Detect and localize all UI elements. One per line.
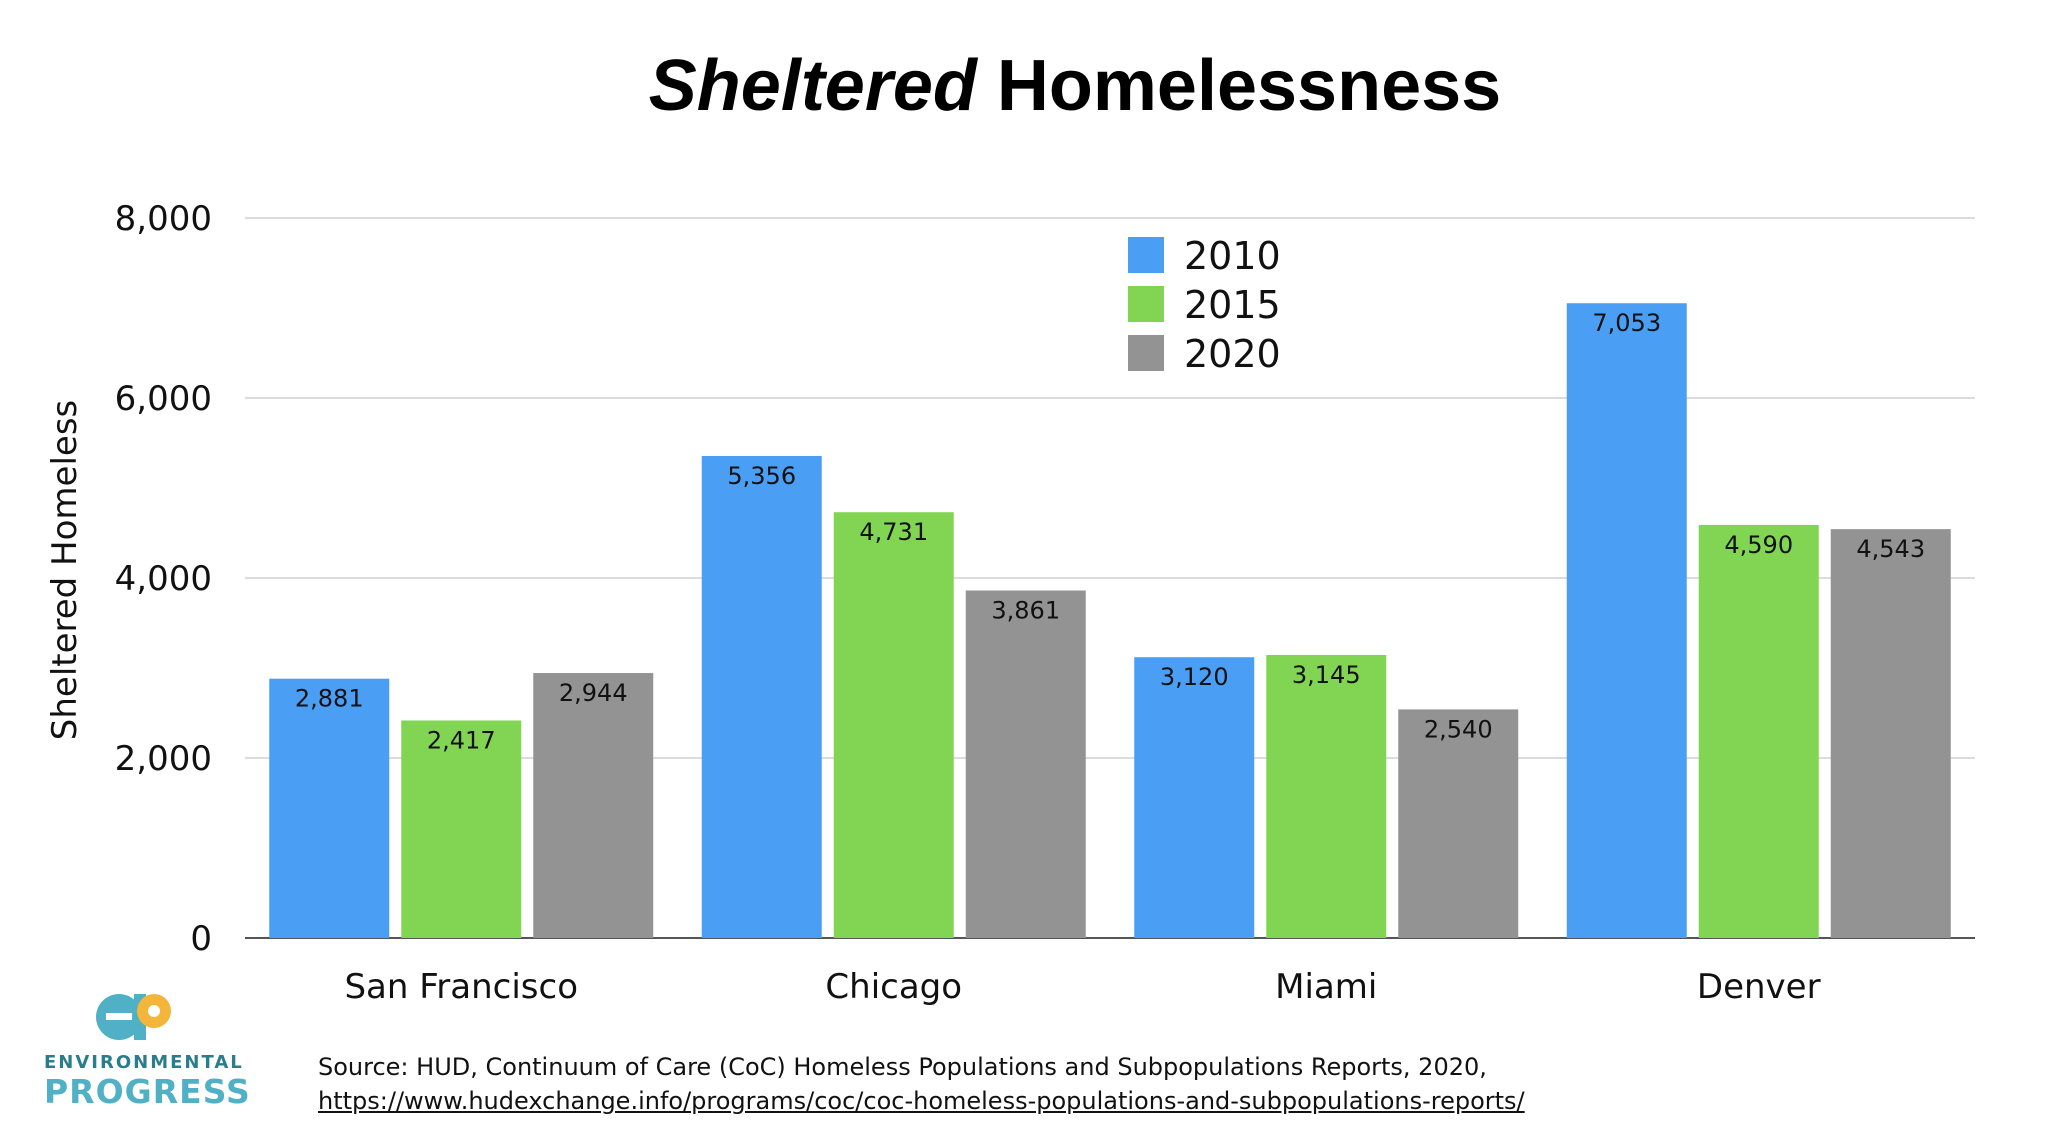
data-label: 2,417 — [427, 726, 496, 754]
data-label: 2,540 — [1424, 715, 1493, 743]
bar-2020-miami — [1398, 709, 1519, 938]
data-label: 4,590 — [1724, 531, 1793, 559]
legend-swatch — [1128, 237, 1164, 273]
y-axis-ticks: 0 2,000 4,000 6,000 8,000 — [115, 199, 212, 959]
data-label: 7,053 — [1592, 309, 1661, 337]
bar-2010-denver — [1566, 303, 1687, 939]
chart-title: Sheltered Homelessness — [649, 46, 1501, 126]
legend-entry: 2015 — [1184, 283, 1281, 327]
environmental-progress-logo: ENVIRONMENTAL PROGRESS — [44, 992, 251, 1112]
y-tick-label: 4,000 — [115, 559, 212, 599]
ep-logo-icon — [96, 994, 171, 1040]
bar-2015-chicago — [833, 512, 954, 938]
data-label: 3,120 — [1160, 663, 1229, 691]
x-category-label: Chicago — [825, 967, 962, 1007]
legend-entry: 2010 — [1184, 234, 1281, 278]
legend: 2010 2015 2020 — [1128, 234, 1281, 376]
chart-title-italic: Sheltered — [649, 46, 979, 126]
y-tick-label: 8,000 — [115, 199, 212, 239]
logo-text-progress: PROGRESS — [44, 1072, 251, 1111]
x-category-label: Denver — [1697, 967, 1821, 1007]
legend-swatch — [1128, 286, 1164, 322]
bar-2020-denver — [1830, 529, 1951, 938]
bar-2010-san-francisco — [269, 678, 390, 938]
bar-2010-miami — [1134, 657, 1255, 938]
source-note: Source: HUD, Continuum of Care (CoC) Hom… — [318, 1050, 1998, 1118]
y-tick-label: 6,000 — [115, 379, 212, 419]
y-axis-label: Sheltered Homeless — [45, 400, 85, 740]
bar-2015-denver — [1698, 524, 1819, 938]
source-text: Source: HUD, Continuum of Care (CoC) Hom… — [318, 1053, 1487, 1081]
source-link[interactable]: https://www.hudexchange.info/programs/co… — [318, 1087, 1525, 1115]
y-tick-label: 0 — [190, 919, 212, 959]
data-labels: 2,881 2,417 2,944 5,356 4,731 3,861 3,120 3,145… — [295, 309, 1925, 754]
x-category-label: Miami — [1275, 967, 1377, 1007]
data-label: 4,543 — [1856, 535, 1925, 563]
data-label: 2,944 — [559, 679, 628, 707]
y-tick-label: 2,000 — [115, 739, 212, 779]
data-label: 2,881 — [295, 685, 364, 713]
logo-text-environmental: ENVIRONMENTAL — [44, 1052, 244, 1073]
data-label: 3,145 — [1292, 661, 1361, 689]
x-category-label: San Francisco — [344, 967, 578, 1007]
bar-2020-san-francisco — [533, 673, 654, 938]
bar-2015-miami — [1266, 654, 1387, 938]
legend-swatch — [1128, 335, 1164, 371]
bars — [269, 303, 1951, 939]
legend-entry: 2020 — [1184, 332, 1281, 376]
data-label: 5,356 — [727, 462, 796, 490]
x-axis-categories: San Francisco Chicago Miami Denver — [344, 967, 1820, 1007]
bar-2020-chicago — [965, 590, 1086, 938]
bar-2015-san-francisco — [401, 720, 522, 938]
chart-title-rest: Homelessness — [977, 46, 1501, 126]
bar-2010-chicago — [701, 455, 822, 938]
data-label: 4,731 — [859, 518, 928, 546]
data-label: 3,861 — [991, 597, 1060, 625]
